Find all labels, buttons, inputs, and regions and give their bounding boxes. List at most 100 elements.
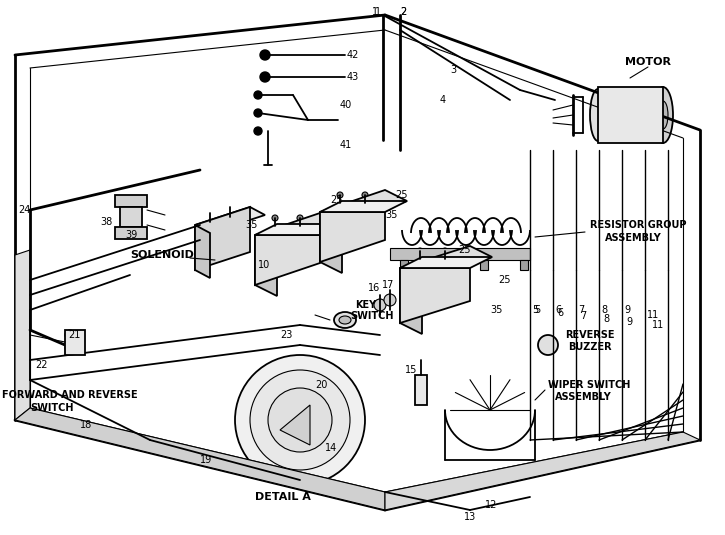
Text: 4: 4: [440, 95, 446, 105]
Circle shape: [250, 370, 350, 470]
Text: 6: 6: [557, 308, 563, 318]
Ellipse shape: [339, 316, 351, 324]
Text: 2: 2: [400, 7, 406, 17]
Polygon shape: [400, 268, 422, 334]
Text: 42: 42: [347, 50, 360, 60]
Circle shape: [272, 215, 278, 221]
Text: ASSEMBLY: ASSEMBLY: [555, 392, 612, 402]
Ellipse shape: [653, 87, 673, 143]
Text: 9: 9: [624, 305, 630, 315]
Text: 25: 25: [498, 275, 510, 285]
Text: 35: 35: [245, 220, 257, 230]
Text: 6: 6: [555, 305, 561, 315]
Text: FORWARD AND REVERSE: FORWARD AND REVERSE: [2, 390, 138, 400]
Text: 19: 19: [200, 455, 212, 465]
Polygon shape: [320, 212, 342, 273]
Text: 14: 14: [325, 443, 337, 453]
Ellipse shape: [334, 312, 356, 328]
Text: 12: 12: [485, 500, 497, 510]
Circle shape: [260, 72, 270, 82]
Text: 2: 2: [400, 7, 406, 17]
Text: 13: 13: [464, 512, 476, 522]
Text: 21: 21: [68, 330, 80, 340]
Text: 25: 25: [330, 195, 342, 205]
Polygon shape: [320, 201, 407, 212]
Polygon shape: [15, 250, 30, 420]
Polygon shape: [480, 260, 488, 270]
Text: BUZZER: BUZZER: [568, 342, 612, 352]
Polygon shape: [255, 235, 277, 296]
Polygon shape: [195, 207, 250, 270]
Polygon shape: [385, 432, 700, 510]
Polygon shape: [520, 260, 528, 270]
Ellipse shape: [658, 101, 668, 129]
Polygon shape: [15, 408, 385, 510]
Polygon shape: [65, 330, 85, 355]
Text: RESISTOR GROUP: RESISTOR GROUP: [590, 220, 687, 230]
Ellipse shape: [590, 89, 606, 141]
Text: 8: 8: [603, 314, 609, 324]
Circle shape: [65, 343, 75, 353]
Text: 10: 10: [258, 260, 270, 270]
Text: 7: 7: [580, 311, 587, 321]
Circle shape: [538, 335, 558, 355]
Text: 18: 18: [80, 420, 92, 430]
Text: 5: 5: [532, 305, 538, 315]
Circle shape: [297, 215, 303, 221]
Text: REVERSE: REVERSE: [565, 330, 615, 340]
Text: 25: 25: [458, 245, 471, 255]
Text: 7: 7: [578, 305, 584, 315]
Text: KEY: KEY: [355, 300, 376, 310]
Text: 43: 43: [347, 72, 360, 82]
Text: 3: 3: [450, 65, 456, 75]
Circle shape: [254, 127, 262, 135]
Polygon shape: [195, 207, 265, 233]
Circle shape: [268, 388, 332, 452]
Text: WIPER SWITCH: WIPER SWITCH: [548, 380, 630, 390]
Text: ASSEMBLY: ASSEMBLY: [605, 233, 662, 243]
Polygon shape: [115, 227, 147, 239]
Text: SWITCH: SWITCH: [350, 311, 394, 321]
Circle shape: [374, 299, 386, 311]
Circle shape: [260, 50, 270, 60]
Polygon shape: [255, 224, 342, 235]
Text: 23: 23: [280, 330, 292, 340]
Text: 41: 41: [340, 140, 352, 150]
Circle shape: [235, 355, 365, 485]
Text: 20: 20: [315, 380, 328, 390]
Circle shape: [384, 294, 396, 306]
Text: 35: 35: [385, 210, 397, 220]
Polygon shape: [400, 260, 408, 270]
Text: 40: 40: [340, 100, 352, 110]
Text: 17: 17: [382, 280, 394, 290]
Text: 8: 8: [601, 305, 607, 315]
Text: 11: 11: [652, 320, 664, 330]
Text: 15: 15: [405, 365, 418, 375]
Circle shape: [65, 330, 75, 340]
Text: 16: 16: [368, 283, 380, 293]
Polygon shape: [120, 207, 142, 227]
Text: 5: 5: [534, 305, 540, 315]
Circle shape: [362, 192, 368, 198]
Text: 25: 25: [395, 190, 407, 200]
Text: 38: 38: [100, 217, 112, 227]
Polygon shape: [115, 195, 147, 207]
Polygon shape: [400, 246, 492, 279]
Text: DETAIL A: DETAIL A: [255, 492, 311, 502]
Text: 11: 11: [647, 310, 659, 320]
Polygon shape: [320, 190, 407, 223]
Text: MOTOR: MOTOR: [625, 57, 671, 67]
Circle shape: [417, 248, 423, 254]
Polygon shape: [400, 268, 470, 323]
Text: 35: 35: [490, 305, 502, 315]
Circle shape: [254, 109, 262, 117]
Polygon shape: [400, 257, 492, 268]
Polygon shape: [195, 225, 210, 278]
Polygon shape: [598, 87, 663, 143]
Circle shape: [126, 212, 136, 222]
Text: 39: 39: [125, 230, 137, 240]
Text: 1: 1: [372, 7, 378, 17]
Text: 1: 1: [375, 7, 381, 17]
Polygon shape: [255, 235, 320, 285]
Circle shape: [442, 248, 448, 254]
